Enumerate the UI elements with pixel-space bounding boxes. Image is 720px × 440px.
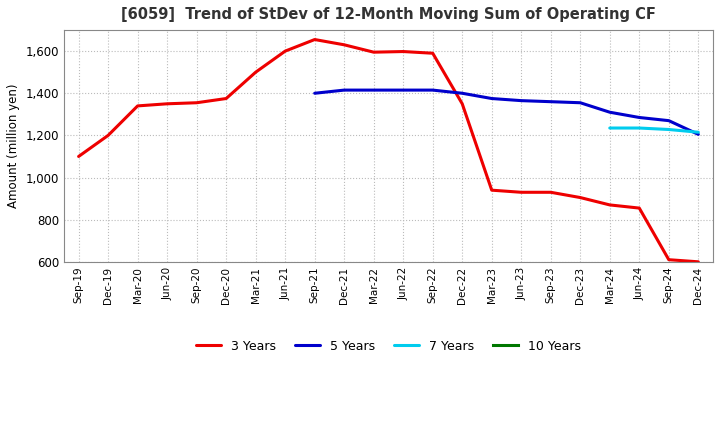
7 Years	[606, 125, 614, 131]
5 Years	[369, 88, 378, 93]
5 Years	[399, 88, 408, 93]
3 Years	[133, 103, 142, 109]
3 Years	[546, 190, 555, 195]
5 Years	[576, 100, 585, 106]
3 Years	[606, 202, 614, 208]
5 Years	[428, 88, 437, 93]
5 Years	[665, 118, 673, 123]
Y-axis label: Amount (million yen): Amount (million yen)	[7, 84, 20, 208]
5 Years	[340, 88, 348, 93]
Line: 7 Years: 7 Years	[610, 128, 698, 132]
7 Years	[694, 130, 703, 135]
3 Years	[74, 154, 83, 159]
3 Years	[163, 101, 171, 106]
Line: 5 Years: 5 Years	[315, 90, 698, 134]
5 Years	[546, 99, 555, 104]
3 Years	[369, 50, 378, 55]
5 Years	[487, 96, 496, 101]
3 Years	[310, 37, 319, 42]
3 Years	[694, 259, 703, 264]
5 Years	[517, 98, 526, 103]
3 Years	[104, 133, 112, 138]
3 Years	[340, 42, 348, 48]
Legend: 3 Years, 5 Years, 7 Years, 10 Years: 3 Years, 5 Years, 7 Years, 10 Years	[197, 340, 581, 353]
3 Years	[192, 100, 201, 106]
3 Years	[399, 49, 408, 54]
Line: 3 Years: 3 Years	[78, 40, 698, 262]
7 Years	[635, 125, 644, 131]
7 Years	[665, 127, 673, 132]
3 Years	[428, 51, 437, 56]
3 Years	[251, 70, 260, 75]
5 Years	[606, 110, 614, 115]
3 Years	[281, 48, 289, 54]
5 Years	[310, 91, 319, 96]
3 Years	[458, 101, 467, 106]
3 Years	[576, 195, 585, 200]
3 Years	[635, 205, 644, 211]
5 Years	[694, 132, 703, 137]
5 Years	[635, 115, 644, 120]
Title: [6059]  Trend of StDev of 12-Month Moving Sum of Operating CF: [6059] Trend of StDev of 12-Month Moving…	[121, 7, 656, 22]
5 Years	[458, 91, 467, 96]
3 Years	[665, 257, 673, 262]
3 Years	[487, 187, 496, 193]
3 Years	[517, 190, 526, 195]
3 Years	[222, 96, 230, 101]
